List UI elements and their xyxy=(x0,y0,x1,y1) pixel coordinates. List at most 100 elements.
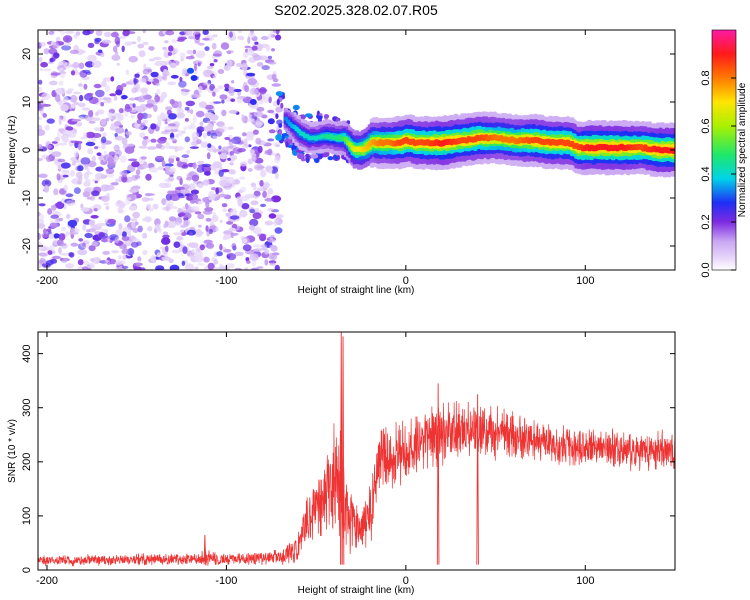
noise-blob xyxy=(168,113,177,120)
noise-blob xyxy=(226,253,237,261)
y-tick-label: 0 xyxy=(21,147,33,153)
colorbar-tick-label: 0.6 xyxy=(700,118,712,133)
colorbar-ticks: 0.0 0.2 0.4 0.6 0.8 xyxy=(700,70,736,278)
noise-blob xyxy=(132,238,140,242)
noise-blob xyxy=(140,156,147,160)
transition-blob xyxy=(278,123,283,128)
noise-cluster xyxy=(267,118,275,125)
noise-blob xyxy=(274,214,284,219)
spectrogram-content xyxy=(38,30,675,270)
noise-blob xyxy=(91,117,101,121)
noise-blob xyxy=(148,78,154,82)
noise-blob xyxy=(256,106,265,112)
noise-blob xyxy=(125,69,129,75)
noise-blob xyxy=(221,203,228,208)
noise-blob xyxy=(124,41,133,46)
noise-blob xyxy=(260,169,267,178)
y-tick-label: 400 xyxy=(21,344,33,362)
x-tick-label: 0 xyxy=(403,575,409,587)
noise-blob xyxy=(253,190,260,197)
noise-blob xyxy=(175,133,179,138)
noise-blob xyxy=(132,192,139,196)
noise-blob xyxy=(207,262,215,270)
noise-blob xyxy=(186,150,191,154)
noise-blob xyxy=(87,42,95,49)
noise-blob xyxy=(186,49,194,55)
noise-blob xyxy=(264,249,270,255)
noise-blob xyxy=(177,130,183,137)
noise-blob xyxy=(162,46,166,50)
noise-blob xyxy=(218,124,227,133)
noise-blob xyxy=(228,138,233,143)
noise-blob xyxy=(244,193,255,199)
noise-blob xyxy=(58,142,68,146)
noise-blob xyxy=(39,42,46,47)
noise-blob xyxy=(38,263,41,268)
noise-blob xyxy=(114,135,124,141)
noise-blob xyxy=(124,113,128,117)
noise-blob xyxy=(171,39,177,43)
noise-blob xyxy=(246,260,251,264)
noise-blob xyxy=(249,224,255,231)
noise-blob xyxy=(101,142,106,150)
noise-blob xyxy=(188,183,196,191)
noise-blob xyxy=(193,63,198,71)
noise-blob xyxy=(52,42,60,49)
noise-blob xyxy=(132,228,139,233)
noise-blob xyxy=(193,30,200,35)
noise-blob xyxy=(228,141,234,146)
noise-blob xyxy=(178,80,187,88)
noise-blob xyxy=(261,93,271,99)
noise-blob xyxy=(200,141,209,148)
noise-blob xyxy=(128,205,137,211)
noise-blob xyxy=(113,45,118,53)
noise-blob xyxy=(236,62,243,67)
noise-blob xyxy=(114,266,122,270)
noise-blob xyxy=(96,223,107,227)
noise-blob xyxy=(48,245,55,252)
noise-blob xyxy=(156,252,161,258)
noise-blob xyxy=(157,137,167,144)
colorbar-gradient xyxy=(711,29,737,271)
colorbar-tick-label: 0.0 xyxy=(700,262,712,277)
noise-blob xyxy=(231,136,242,145)
noise-blob xyxy=(174,146,184,151)
transition-blob xyxy=(336,118,340,122)
noise-blob xyxy=(100,53,105,58)
noise-blob xyxy=(212,53,222,57)
noise-blob xyxy=(84,232,93,239)
noise-blob xyxy=(105,117,110,122)
noise-blob xyxy=(153,56,162,61)
noise-blob xyxy=(46,228,52,232)
noise-blob xyxy=(80,157,91,165)
noise-blob xyxy=(179,212,186,217)
noise-blob xyxy=(62,96,69,102)
noise-blob xyxy=(205,217,212,222)
noise-blob xyxy=(118,108,124,114)
noise-blob xyxy=(93,83,102,89)
noise-blob xyxy=(168,137,177,141)
noise-blob xyxy=(221,109,227,117)
transition-blob xyxy=(281,134,285,141)
noise-blob xyxy=(254,157,264,164)
noise-blob xyxy=(38,252,47,256)
noise-blob xyxy=(155,156,164,160)
noise-blob xyxy=(248,32,256,38)
noise-blob xyxy=(212,135,218,139)
noise-blob xyxy=(190,205,200,212)
noise-blob xyxy=(150,71,159,78)
noise-blob xyxy=(146,203,152,210)
noise-blob xyxy=(66,213,71,219)
noise-blob xyxy=(43,260,47,265)
noise-blob xyxy=(259,87,267,95)
noise-blob xyxy=(173,241,181,248)
noise-blob xyxy=(211,42,217,50)
noise-blob xyxy=(105,168,115,174)
noise-blob xyxy=(229,162,234,166)
noise-blob xyxy=(147,226,153,232)
noise-blob xyxy=(249,218,259,227)
noise-blob xyxy=(49,222,59,228)
noise-blob xyxy=(73,187,81,195)
transition-blob xyxy=(305,153,310,158)
colorbar-tick-label: 0.8 xyxy=(700,70,712,85)
